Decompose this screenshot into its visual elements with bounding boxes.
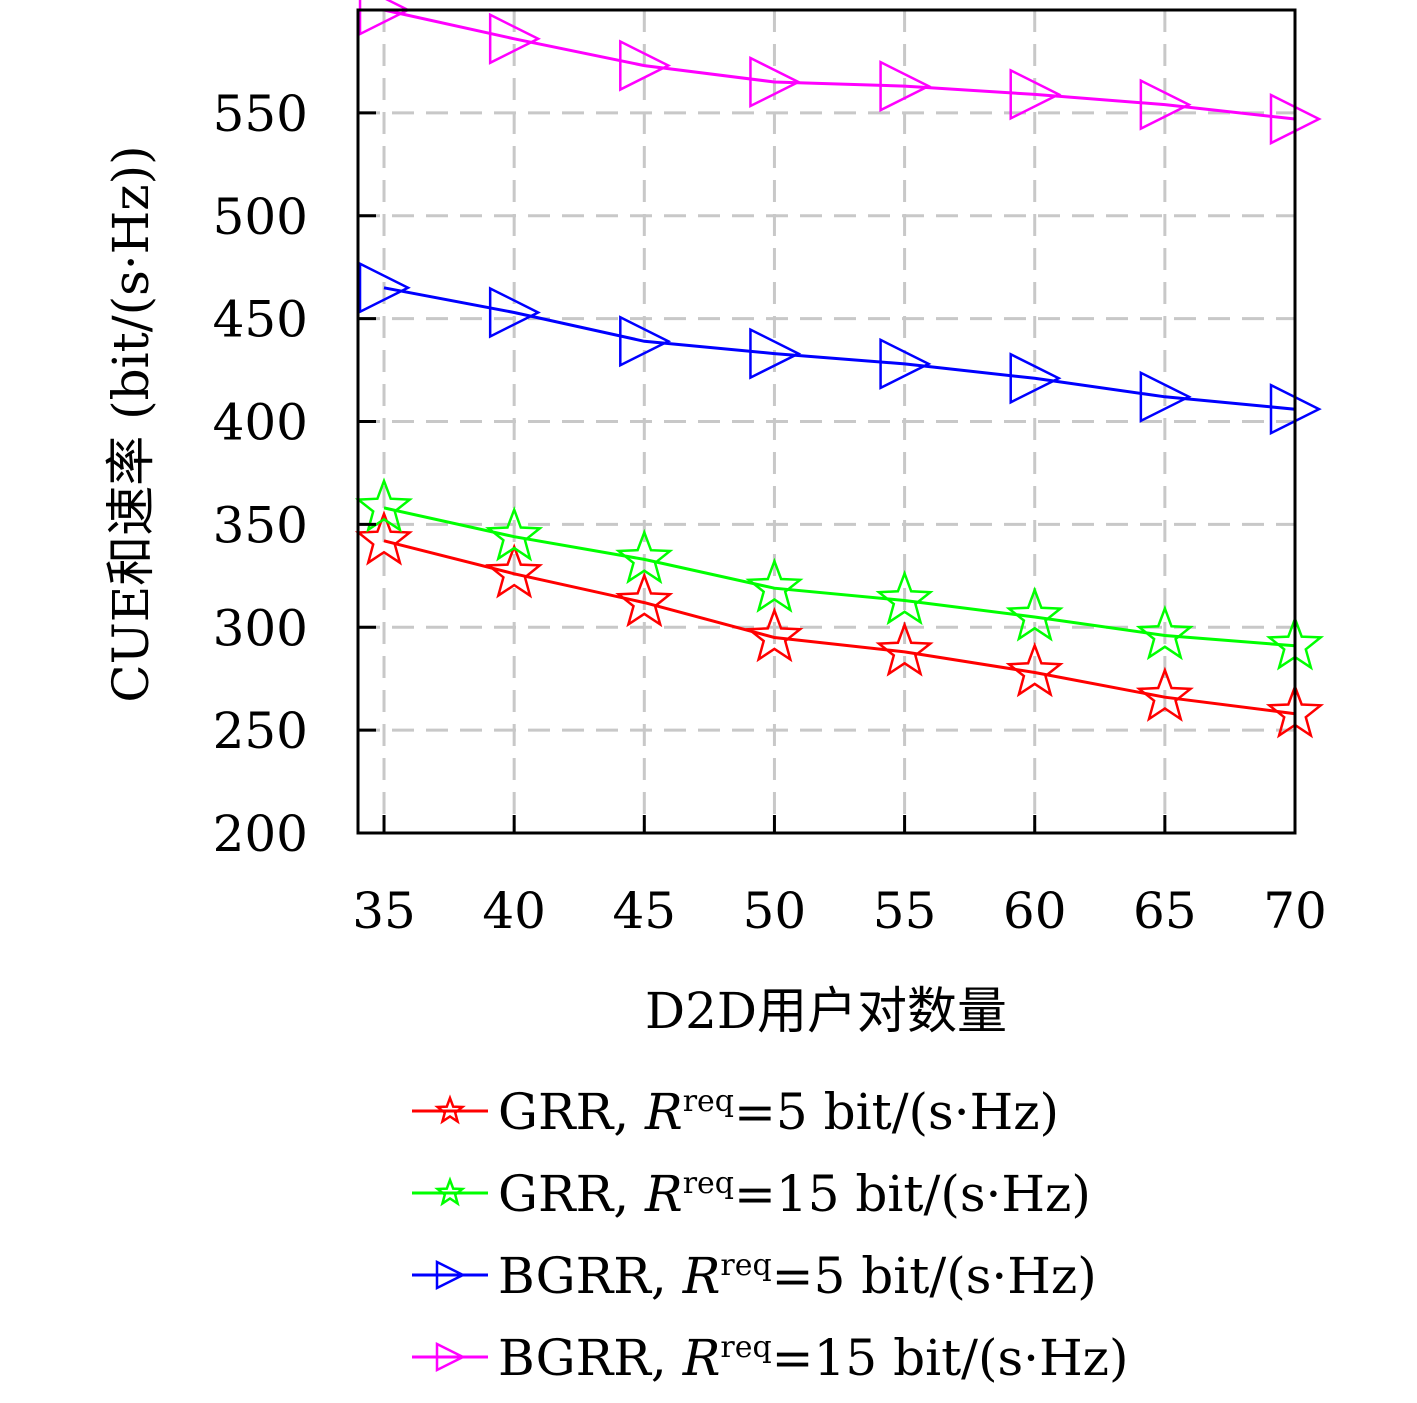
triangle-marker [1139,370,1192,423]
legend-item-3: BGRR, Rreq=5 bit/(s·Hz) [412,1247,1097,1305]
star-marker [615,572,674,628]
series-line [383,8,1296,121]
triangle-marker [488,286,541,339]
star-marker [745,557,804,613]
legend-item-4: BGRR, Rreq=15 bit/(s·Hz) [412,1329,1129,1387]
y-tick-label: 300 [213,599,308,657]
star-marker [1135,666,1194,722]
legend-item-1: GRR, Rreq=5 bit/(s·Hz) [412,1083,1059,1141]
triangle-marker [619,315,672,368]
y-tick-label: 400 [213,394,308,452]
x-tick-label: 55 [873,882,937,940]
star-marker [485,506,544,562]
y-tick-label: 450 [213,291,308,349]
triangle-marker [619,39,672,92]
legend: GRR, Rreq=5 bit/(s·Hz) GRR, Rreq=15 bit/(… [412,1083,1129,1387]
x-tick-label: 70 [1263,882,1327,940]
legend-star-marker [434,1094,466,1125]
x-tick-label: 45 [612,882,676,940]
y-tick-labels: 200 250 300 350 400 450 500 550 [213,85,308,863]
y-tick-label: 250 [213,702,308,760]
legend-label: GRR, Rreq=5 bit/(s·Hz) [498,1083,1059,1141]
x-axis-title: D2D用户对数量 [645,982,1007,1040]
triangle-marker [1139,78,1192,131]
legend-item-2: GRR, Rreq=15 bit/(s·Hz) [412,1165,1091,1223]
triangle-marker [358,261,411,314]
y-tick-label: 500 [213,188,308,246]
triangle-marker [1009,68,1062,121]
series-2 [354,477,1325,671]
star-marker [485,543,544,599]
star-marker [615,528,674,585]
star-marker [354,477,414,533]
legend-triangle-marker [435,1341,466,1373]
triangle-marker [879,60,932,113]
star-marker [1005,586,1064,642]
triangle-marker [749,327,802,380]
triangle-marker [879,337,932,390]
triangle-marker [1009,352,1062,405]
y-tick-label: 350 [213,496,308,554]
y-tick-label: 550 [213,85,308,143]
axis-ticks [358,111,1297,835]
star-marker [875,569,934,626]
series-4 [358,0,1322,146]
x-tick-label: 65 [1133,882,1197,940]
series-line [383,286,1296,411]
legend-triangle-marker [435,1259,466,1291]
x-tick-label: 40 [482,882,546,940]
x-tick-label: 50 [743,882,807,940]
y-axis-title: CUE和速率 (bit/(s·Hz)) [102,145,160,702]
y-tick-label: 200 [213,805,308,863]
series-3 [358,261,1322,436]
star-marker [745,606,804,663]
x-tick-label: 35 [352,882,416,940]
x-tick-label: 60 [1003,882,1067,940]
star-marker [875,621,934,677]
star-marker [1135,604,1194,661]
grid-lines [358,10,1297,833]
series-1 [354,510,1325,739]
triangle-marker [749,55,802,109]
x-tick-labels: 35 40 45 50 55 60 65 70 [352,882,1327,940]
star-marker [1005,641,1064,698]
legend-star-marker [434,1176,466,1207]
star-marker [354,510,414,566]
legend-label: BGRR, Rreq=5 bit/(s·Hz) [498,1247,1097,1305]
series-line [383,506,1296,648]
legend-label: BGRR, Rreq=15 bit/(s·Hz) [498,1329,1129,1387]
legend-label: GRR, Rreq=15 bit/(s·Hz) [498,1165,1091,1223]
triangle-marker [488,12,541,65]
series-lines [354,0,1325,739]
